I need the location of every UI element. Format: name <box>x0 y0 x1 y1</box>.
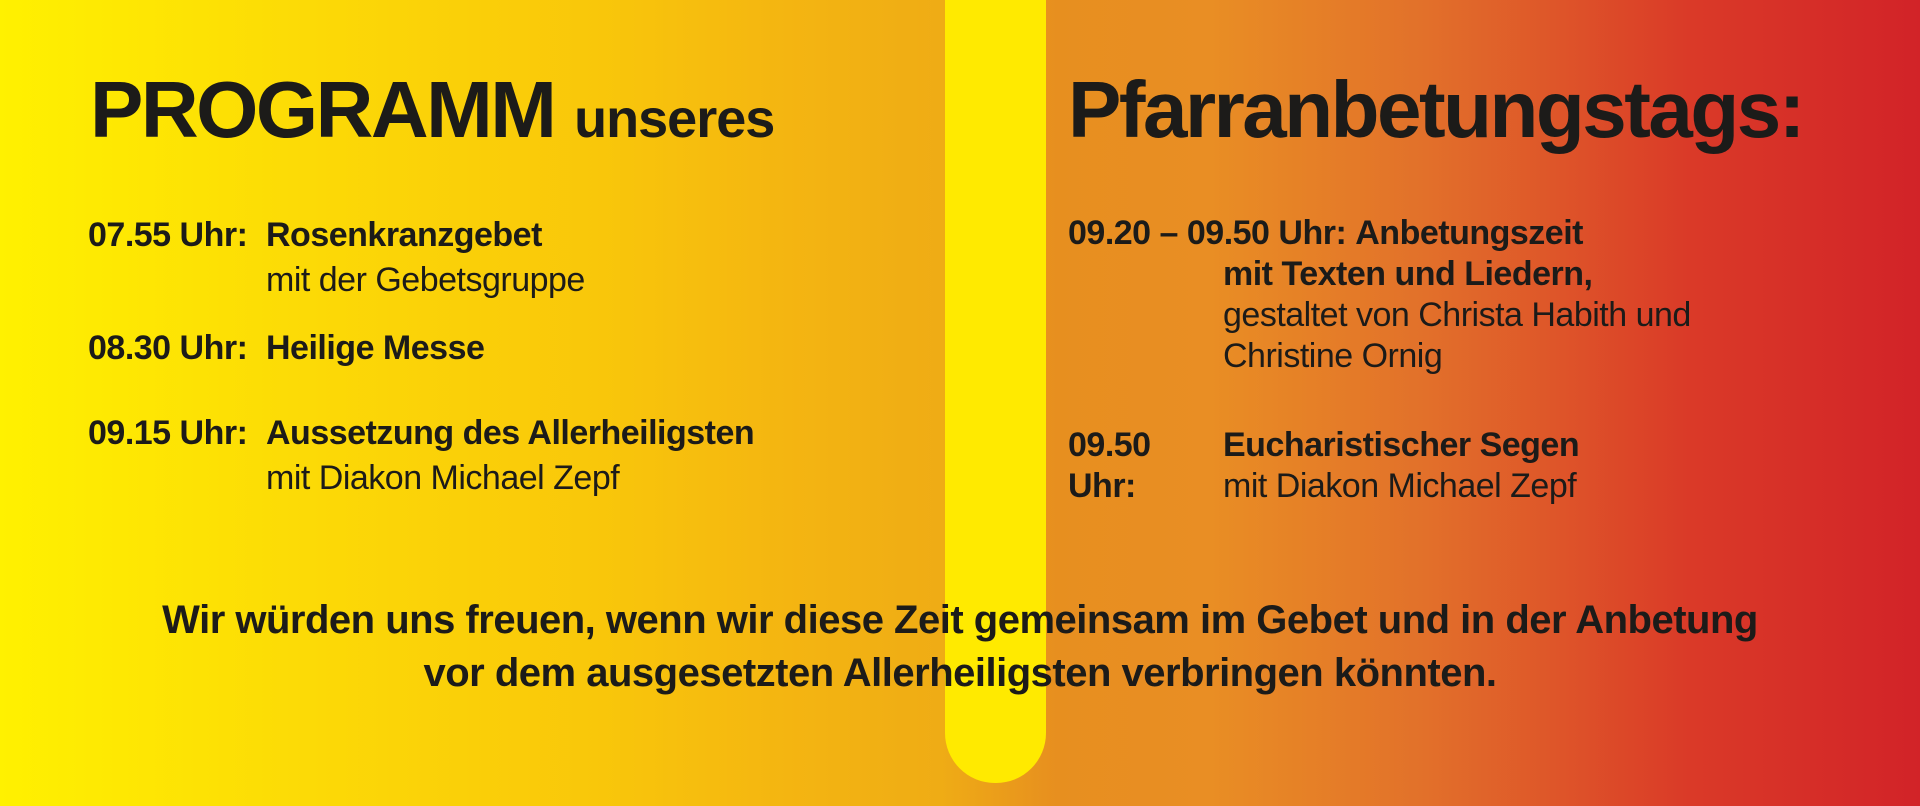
closing-line-1: Wir würden uns freuen, wenn wir diese Ze… <box>162 598 1758 642</box>
schedule-subtitle: mit der Gebetsgruppe <box>266 261 585 299</box>
schedule-time: 09.50 Uhr: <box>1068 426 1151 505</box>
schedule-line-bold: mit Texten und Liedern, <box>1223 255 1593 293</box>
schedule-description: Aussetzung des Allerheiligsten mit Diako… <box>266 411 755 501</box>
schedule-time: 09.15 Uhr: <box>88 414 248 452</box>
schedule-time: 09.20 – 09.50 Uhr: <box>1068 214 1347 252</box>
left-title-main: PROGRAMM <box>90 65 557 154</box>
schedule-item-anbetungszeit: 09.20 – 09.50 Uhr: Anbetungszeit mit Tex… <box>1068 213 1868 377</box>
schedule-item-aussetzung: 09.15 Uhr: Aussetzung des Allerheiligste… <box>88 411 848 501</box>
schedule-item-rosenkranzgebet: 07.55 Uhr: Rosenkranzgebet mit der Gebet… <box>88 213 848 303</box>
schedule-time: 08.30 Uhr: <box>88 329 248 367</box>
schedule-item-heilige-messe: 08.30 Uhr: Heilige Messe <box>88 326 848 371</box>
schedule-item-eucharistischer-segen: 09.50 Uhr: Eucharistischer Segen mit Dia… <box>1068 425 1868 507</box>
schedule-title: Heilige Messe <box>266 329 485 367</box>
schedule-line: gestaltet von Christa Habith und <box>1223 296 1691 334</box>
schedule-subtitle: mit Diakon Michael Zepf <box>1223 467 1577 505</box>
right-page-title: Pfarranbetungstags: <box>1068 70 1805 150</box>
schedule-time: 07.55 Uhr: <box>88 216 248 254</box>
right-title-text: Pfarranbetungstags: <box>1068 65 1805 154</box>
left-page-title: PROGRAMM unseres <box>90 70 775 150</box>
schedule-description: Heilige Messe <box>266 326 485 371</box>
schedule-description: Eucharistischer Segen mit Diakon Michael… <box>1223 425 1580 507</box>
schedule-line: Christine Ornig <box>1223 337 1443 375</box>
right-schedule-column: 09.20 – 09.50 Uhr: Anbetungszeit mit Tex… <box>1068 213 1868 507</box>
schedule-title: Anbetungszeit <box>1355 214 1583 252</box>
left-title-suffix: unseres <box>574 89 775 149</box>
schedule-description: Rosenkranzgebet mit der Gebetsgruppe <box>266 213 585 303</box>
vertical-yellow-stripe <box>945 0 1046 783</box>
schedule-subtitle: mit Diakon Michael Zepf <box>266 459 620 497</box>
schedule-title: Aussetzung des Allerheiligsten <box>266 414 755 452</box>
closing-message: Wir würden uns freuen, wenn wir diese Ze… <box>0 594 1920 700</box>
schedule-title: Rosenkranzgebet <box>266 216 542 254</box>
closing-line-2: vor dem ausgesetzten Allerheiligsten ver… <box>423 651 1498 695</box>
schedule-title: Eucharistischer Segen <box>1223 426 1580 464</box>
left-schedule-column: 07.55 Uhr: Rosenkranzgebet mit der Gebet… <box>88 213 848 501</box>
